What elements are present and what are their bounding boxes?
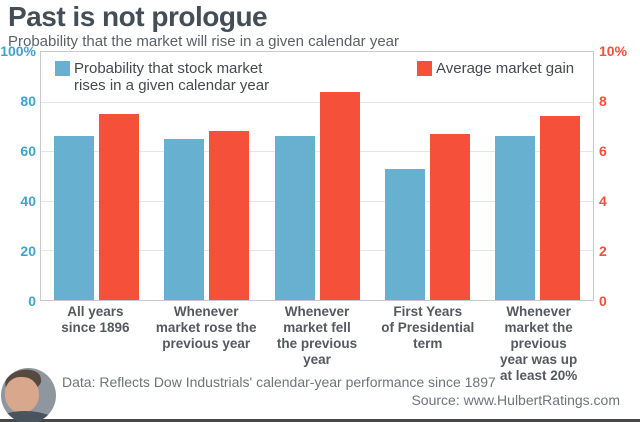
category-label-line: previous year — [162, 335, 251, 351]
category-label: All years since 1896 — [40, 304, 151, 384]
gridline — [41, 200, 593, 202]
category-label-line: First Years — [393, 304, 463, 319]
left-axis-tick: 20 — [20, 243, 36, 259]
gridline — [41, 151, 593, 153]
category-label: Whenever market fell the previous year — [262, 304, 373, 384]
right-axis-tick: 8 — [599, 93, 607, 109]
avatar-shoulder — [1, 411, 56, 422]
chart-title: Past is not prologue — [8, 1, 268, 32]
category-label-line: Whenever — [173, 304, 239, 319]
left-axis-tick: 60 — [20, 143, 36, 159]
chart-subtitle: Probability that the market will rise in… — [8, 33, 400, 50]
bar-group — [483, 52, 593, 300]
average-gain-bar — [540, 116, 581, 300]
left-axis-tick: 80 — [20, 93, 36, 109]
right-axis-tick: 4 — [599, 193, 607, 209]
category-label-line: market rose the — [155, 319, 257, 335]
bar-group — [262, 52, 372, 300]
gridline — [41, 101, 593, 103]
avatar-face — [5, 377, 39, 413]
plot-area: Probability that stock market rises in a … — [40, 51, 594, 301]
data-note: Data: Reflects Dow Industrials' calendar… — [62, 374, 496, 390]
category-label-line: All years — [67, 304, 124, 319]
category-label-line: since 1896 — [61, 319, 130, 335]
average-gain-bar — [429, 133, 470, 300]
right-axis-tick: 6 — [599, 143, 607, 159]
category-label-line: the previous — [276, 335, 358, 351]
category-label-line: previous — [510, 335, 567, 351]
columnist-avatar — [1, 368, 56, 422]
category-label-line: Whenever — [284, 304, 350, 319]
right-axis-tick: 2 — [599, 243, 607, 259]
category-label-line: year — [303, 351, 331, 367]
left-axis-ticks: 100% 80 60 40 20 0 — [0, 43, 36, 309]
category-label-line: year was up — [499, 351, 578, 367]
category-label: Whenever market the previous year was up at … — [483, 304, 594, 384]
right-axis-tick: 10% — [599, 43, 628, 59]
average-gain-bar — [98, 114, 139, 300]
average-gain-bar — [319, 91, 360, 300]
category-label: First Years of Presidential term — [372, 304, 483, 384]
right-axis-tick: 0 — [599, 293, 607, 309]
left-axis-tick: 0 — [28, 293, 36, 309]
bar-group — [372, 52, 482, 300]
category-labels: All years since 1896 Whenever market rose t… — [40, 304, 594, 384]
category-label-line: of Presidential — [381, 319, 475, 335]
gridline — [41, 250, 593, 252]
bar-groups — [41, 52, 593, 300]
probability-bar — [53, 136, 94, 300]
probability-bar — [495, 136, 536, 300]
probability-bar — [164, 138, 205, 300]
source-note: Source: www.HulbertRatings.com — [411, 392, 620, 408]
bar-group — [151, 52, 261, 300]
category-label-line: at least 20% — [499, 367, 578, 383]
category-label: Whenever market rose the previous year — [151, 304, 262, 384]
category-label-line: market fell — [283, 319, 351, 335]
category-label-line: market the — [504, 319, 573, 335]
average-gain-bar — [209, 131, 250, 300]
probability-bar — [384, 168, 425, 300]
left-axis-tick: 40 — [20, 193, 36, 209]
probability-bar — [274, 136, 315, 300]
category-label-line: Whenever — [506, 304, 571, 319]
category-label-line: term — [413, 335, 443, 351]
right-axis-ticks: 10% 8 6 4 2 0 — [599, 43, 640, 309]
bottom-rule — [0, 419, 640, 422]
bar-group — [41, 52, 151, 300]
left-axis-tick: 100% — [0, 43, 36, 59]
